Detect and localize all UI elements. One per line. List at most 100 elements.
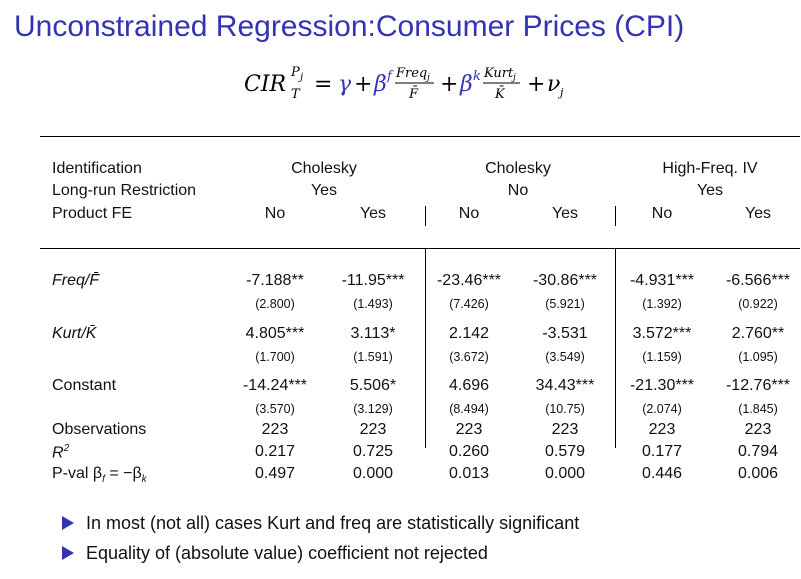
kurt-se-6: (1.095): [738, 350, 778, 364]
freq-coef-2: -11.95***: [341, 272, 405, 289]
fe-col-3: No: [458, 205, 480, 222]
eq-lhs-sub: T: [291, 87, 301, 102]
group-1-restriction: Yes: [310, 182, 338, 199]
header-divider-2: [615, 206, 616, 226]
r2-1: 0.217: [254, 443, 296, 460]
r2-4: 0.579: [544, 443, 586, 460]
table-top-rule: [40, 136, 800, 137]
kurt-se-3: (3.672): [449, 350, 489, 364]
eq-beta-f: β: [373, 72, 387, 97]
r2-6: 0.794: [737, 443, 779, 460]
freq-se-5: (1.392): [642, 297, 682, 311]
kurt-coef-1: 4.805***: [245, 325, 305, 342]
pval-label-eq: = −β: [104, 465, 142, 482]
freq-coef-3: -23.46***: [436, 272, 502, 289]
group-2-identification: Cholesky: [485, 160, 551, 177]
eq-equals: =: [314, 72, 332, 97]
freq-coef-5: -4.931***: [629, 272, 695, 289]
eq-nu: ν: [547, 72, 560, 97]
row-label-kurt: Kurt/K̄: [52, 325, 97, 342]
eq-lhs-sup: P: [290, 65, 300, 80]
bullet-text: In most (not all) cases Kurt and freq ar…: [86, 513, 580, 533]
const-coef-6: -12.76***: [725, 377, 791, 394]
kurt-se-1: (1.700): [255, 350, 295, 364]
row-label-constant: Constant: [52, 377, 117, 394]
header-identification: Identification: [52, 160, 142, 177]
freq-coef-4: -30.86***: [532, 272, 598, 289]
r2-5: 0.177: [641, 443, 683, 460]
r2-label: R: [52, 444, 64, 462]
kurt-coef-3: 2.142: [448, 325, 490, 342]
obs-6: 223: [744, 421, 772, 438]
eq-freq-den: F̄: [408, 86, 419, 102]
slide-title: Unconstrained Regression:Consumer Prices…: [14, 10, 685, 43]
kurt-se-5: (1.159): [642, 350, 682, 364]
fe-col-5: No: [651, 205, 673, 222]
eq-freq-num-sub: j: [425, 73, 430, 83]
const-coef-3: 4.696: [448, 377, 490, 394]
kurt-se-4: (3.549): [545, 350, 585, 364]
fe-col-6: Yes: [744, 205, 772, 222]
eq-lhs: CIR: [244, 72, 286, 97]
freq-coef-6: -6.566***: [725, 272, 791, 289]
pval-sub-k: k: [141, 474, 147, 486]
pval-4: 0.000: [544, 465, 586, 482]
const-se-1: (3.570): [255, 402, 295, 416]
header-product-fe: Product FE: [52, 205, 133, 222]
triangle-bullet-icon: [62, 516, 74, 530]
const-se-4: (10.75): [545, 402, 585, 416]
row-label-pval: P-val βf = −βk: [52, 465, 147, 485]
pval-3: 0.013: [448, 465, 490, 482]
kurt-coef-5: 3.572***: [632, 325, 692, 342]
const-se-5: (2.074): [642, 402, 682, 416]
const-coef-2: 5.506*: [349, 377, 397, 394]
freq-se-2: (1.493): [353, 297, 393, 311]
eq-kurt-num-sub: j: [511, 73, 516, 83]
eq-plus-1: +: [354, 72, 372, 97]
eq-gamma: γ: [338, 72, 352, 97]
kurt-se-2: (1.591): [353, 350, 393, 364]
r2-2: 0.725: [352, 443, 394, 460]
freq-coef-1: -7.188**: [246, 272, 304, 289]
freq-se-3: (7.426): [449, 297, 489, 311]
row-label-observations: Observations: [52, 421, 147, 438]
obs-1: 223: [261, 421, 289, 438]
row-label-freq: Freq/F̄: [52, 272, 100, 289]
body-divider-2: [615, 248, 616, 448]
row-label-r2: R2: [52, 443, 69, 462]
eq-kurt-den: K̄: [494, 86, 506, 102]
eq-beta-k-sup: k: [473, 69, 481, 84]
pval-sub-f: f: [102, 474, 105, 486]
const-se-6: (1.845): [738, 402, 778, 416]
pval-label: P-val β: [52, 465, 103, 482]
pval-2: 0.000: [352, 465, 394, 482]
obs-5: 223: [648, 421, 676, 438]
pval-5: 0.446: [641, 465, 683, 482]
kurt-coef-4: -3.531: [542, 325, 588, 342]
const-coef-4: 34.43***: [535, 377, 595, 394]
pval-1: 0.497: [254, 465, 296, 482]
eq-plus-3: +: [527, 72, 545, 97]
triangle-bullet-icon: [62, 546, 74, 560]
const-coef-5: -21.30***: [629, 377, 695, 394]
kurt-coef-6: 2.760**: [731, 325, 785, 342]
group-1-identification: Cholesky: [291, 160, 357, 177]
eq-lhs-sup-sub: j: [298, 72, 303, 83]
kurt-coef-2: 3.113*: [350, 325, 396, 342]
freq-se-6: (0.922): [738, 297, 778, 311]
r2-3: 0.260: [448, 443, 490, 460]
const-se-3: (8.494): [449, 402, 489, 416]
group-3-restriction: Yes: [696, 182, 724, 199]
pval-6: 0.006: [737, 465, 779, 482]
const-coef-1: -14.24***: [242, 377, 308, 394]
freq-se-4: (5.921): [545, 297, 585, 311]
eq-nu-sub: j: [557, 86, 564, 99]
group-3-identification: High-Freq. IV: [662, 160, 758, 177]
group-2-restriction: No: [507, 182, 529, 199]
eq-beta-f-sup: f: [386, 69, 394, 84]
fe-col-1: No: [264, 205, 286, 222]
header-divider-1: [425, 206, 426, 226]
body-divider-1: [425, 248, 426, 448]
header-long-run-restriction: Long-run Restriction: [52, 182, 197, 199]
bullet-text: Equality of (absolute value) coefficient…: [86, 543, 488, 563]
